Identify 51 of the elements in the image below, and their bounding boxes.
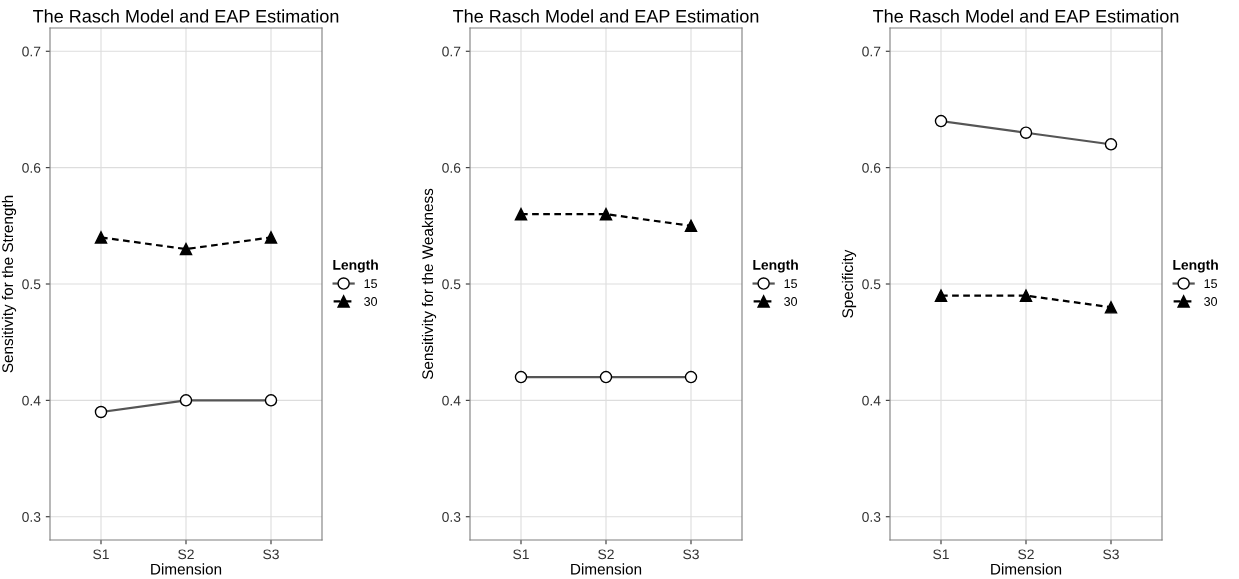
y-tick-label: 0.5 bbox=[862, 279, 881, 290]
y-tick-label: 0.7 bbox=[22, 46, 41, 57]
y-tick-label: 0.4 bbox=[442, 395, 461, 406]
y-tick-label: 0.4 bbox=[22, 395, 41, 406]
point bbox=[514, 207, 528, 221]
x-axis-title: Dimension bbox=[151, 563, 222, 575]
legend-title: Length bbox=[1173, 259, 1218, 273]
y-axis-title: Specificity bbox=[841, 249, 857, 318]
legend-label: 15 bbox=[784, 279, 798, 289]
chart-title: The Rasch Model and EAP Estimation bbox=[873, 9, 1179, 23]
point bbox=[264, 231, 278, 244]
y-tick-label: 0.6 bbox=[862, 162, 881, 173]
y-tick-label: 0.3 bbox=[862, 512, 881, 522]
y-axis-title: Sensitivity for the Strength bbox=[1, 195, 17, 373]
y-tick-label: 0.7 bbox=[862, 46, 881, 57]
x-tick-label: S2 bbox=[1018, 549, 1034, 560]
x-tick-label: S2 bbox=[598, 549, 614, 560]
y-tick-label: 0.6 bbox=[442, 162, 461, 173]
y-tick-label: 0.4 bbox=[862, 395, 881, 406]
chart-title: The Rasch Model and EAP Estimation bbox=[33, 9, 339, 23]
y-tick-label: 0.3 bbox=[22, 512, 41, 522]
x-tick-label: S3 bbox=[1103, 549, 1119, 560]
x-axis-title: Dimension bbox=[991, 563, 1062, 575]
point bbox=[684, 219, 698, 233]
legend-label: 30 bbox=[784, 297, 798, 306]
chart-title: The Rasch Model and EAP Estimation bbox=[453, 9, 759, 23]
legend-title: Length bbox=[753, 259, 798, 273]
x-tick-label: S2 bbox=[178, 549, 194, 560]
y-tick-label: 0.6 bbox=[22, 162, 41, 173]
point bbox=[1019, 289, 1033, 302]
y-axis-title: Sensitivity for the Weakness bbox=[421, 188, 437, 380]
x-tick-label: S1 bbox=[93, 549, 109, 560]
point bbox=[599, 207, 613, 221]
point bbox=[934, 289, 948, 302]
point bbox=[179, 242, 193, 256]
x-tick-label: S1 bbox=[933, 549, 949, 560]
legend-label: 15 bbox=[1204, 279, 1218, 289]
y-tick-label: 0.3 bbox=[442, 512, 461, 522]
legend-label: 30 bbox=[364, 297, 378, 306]
y-tick-label: 0.5 bbox=[442, 279, 461, 290]
x-axis-title: Dimension bbox=[571, 563, 642, 575]
y-tick-label: 0.7 bbox=[442, 46, 461, 57]
x-tick-label: S3 bbox=[263, 549, 279, 560]
y-tick-label: 0.5 bbox=[22, 279, 41, 290]
point bbox=[1104, 301, 1118, 314]
legend-title: Length bbox=[333, 259, 378, 273]
point bbox=[94, 231, 108, 244]
x-tick-label: S1 bbox=[513, 549, 529, 560]
x-tick-label: S3 bbox=[683, 549, 699, 560]
legend-label: 30 bbox=[1204, 297, 1218, 306]
legend-label: 15 bbox=[364, 279, 378, 289]
